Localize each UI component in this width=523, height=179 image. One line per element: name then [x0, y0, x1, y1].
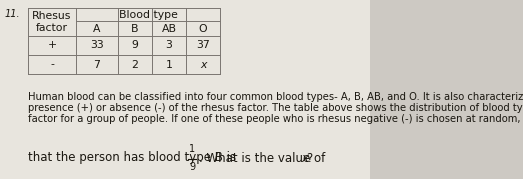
- Text: presence (+) or absence (-) of the rhesus factor. The table above shows the dist: presence (+) or absence (-) of the rhesu…: [28, 103, 523, 113]
- Text: 9: 9: [132, 40, 139, 50]
- Text: AB: AB: [162, 24, 176, 34]
- Text: 2: 2: [132, 59, 139, 69]
- Text: that the person has blood type B is: that the person has blood type B is: [28, 151, 240, 165]
- Text: 33: 33: [90, 40, 104, 50]
- Text: Rhesus
factor: Rhesus factor: [32, 11, 72, 33]
- Text: factor for a group of people. If one of these people who is rhesus negative (-) : factor for a group of people. If one of …: [28, 114, 523, 124]
- Text: B: B: [131, 24, 139, 34]
- Text: 7: 7: [94, 59, 100, 69]
- Text: 11.: 11.: [5, 9, 20, 19]
- Text: x: x: [302, 151, 309, 165]
- Text: 3: 3: [166, 40, 173, 50]
- Text: Human blood can be classified into four common blood types- A, B, AB, and O. It : Human blood can be classified into four …: [28, 92, 523, 102]
- Text: ?: ?: [306, 151, 313, 165]
- Text: 9: 9: [189, 163, 195, 173]
- Text: . What is the value of: . What is the value of: [199, 151, 329, 165]
- Text: 37: 37: [196, 40, 210, 50]
- Text: 1: 1: [166, 59, 173, 69]
- Text: O: O: [199, 24, 207, 34]
- Text: 1: 1: [189, 144, 195, 154]
- Bar: [0, 0, 370, 179]
- Text: Blood type: Blood type: [119, 10, 177, 20]
- Text: A: A: [93, 24, 101, 34]
- Text: -: -: [50, 59, 54, 69]
- Text: +: +: [48, 40, 56, 50]
- Text: x: x: [200, 59, 206, 69]
